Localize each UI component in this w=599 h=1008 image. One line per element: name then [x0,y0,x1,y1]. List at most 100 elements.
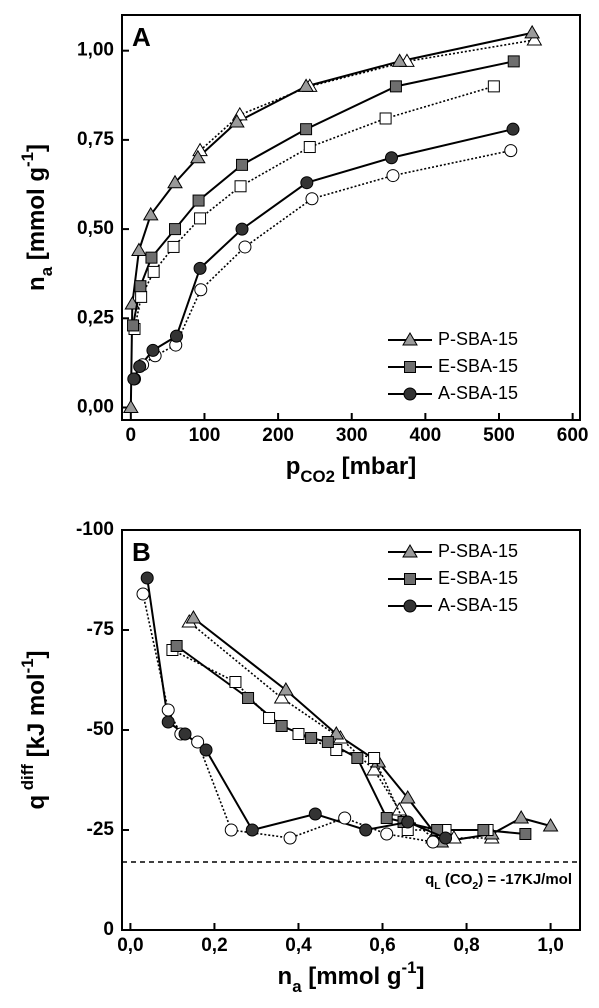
legend-label: E-SBA-15 [438,356,518,376]
series-line-open [133,85,495,330]
marker [235,222,249,236]
marker [135,290,148,303]
series-line-open [188,621,492,839]
x-axis-label-part: p [286,453,301,480]
y-axis-label-part: -1 [18,152,37,167]
marker [192,194,205,207]
series-line [176,645,526,835]
marker [359,823,373,837]
marker [194,283,208,297]
marker [169,329,183,343]
marker [161,715,175,729]
y-tick-label: -50 [87,719,114,740]
marker [308,807,322,821]
marker [193,261,207,275]
y-tick-label: 0,25 [77,307,114,328]
marker [170,640,183,652]
marker [146,343,160,357]
y-tick-label: 0,00 [77,397,114,418]
marker [228,114,245,128]
marker [167,174,183,189]
marker [234,180,247,193]
annotation-part: q [425,871,434,888]
legend-marker [402,332,418,346]
x-axis-label-part: -1 [402,958,417,977]
marker [189,149,206,164]
legend-marker [402,544,418,558]
marker [391,53,408,67]
marker [524,24,541,39]
marker [477,824,490,836]
y-axis-label-part: a [37,266,56,276]
marker [386,169,400,183]
marker [439,831,453,845]
x-axis-label-part: ] [416,963,424,990]
marker [147,265,160,278]
legend-marker [404,573,416,585]
marker [526,31,543,46]
x-tick-label: 0,0 [117,935,143,956]
marker [131,242,147,257]
x-tick-label: 600 [557,425,589,446]
annotation-part: 2 [472,880,478,892]
x-axis-label-part: CO2 [300,467,335,486]
x-axis-label-part: [mmol g [302,963,402,990]
series-line-open [199,39,535,152]
annotation: qL (CO2) = -17KJ/mol [425,871,572,892]
y-tick-label: -75 [87,619,115,640]
marker [305,192,319,206]
marker [351,752,364,764]
marker [399,790,416,804]
marker [236,158,249,171]
y-axis-label-part: [kJ mol [23,673,50,764]
marker [242,692,255,704]
marker [133,359,147,373]
series-line [129,31,533,408]
panel-letter: B [132,537,151,567]
y-axis-label-part: diff [18,764,37,795]
y-tick-label: 0,75 [77,129,114,150]
panel-letter: A [132,22,151,52]
marker [142,206,159,221]
marker [278,682,294,696]
legend-label: P-SBA-15 [438,329,518,349]
y-axis-label-part: -1 [18,658,37,673]
marker [169,223,182,236]
marker [178,727,192,741]
marker [379,112,392,125]
x-tick-label: 400 [410,425,442,446]
marker [401,815,415,829]
marker [292,728,305,740]
marker [145,251,158,264]
marker [504,144,518,158]
y-axis-label: na [mmol g-1] [18,144,56,291]
legend-marker [403,387,417,401]
marker [426,835,440,849]
marker [245,823,259,837]
legend-marker [403,599,417,613]
marker [199,743,213,757]
marker [224,823,238,837]
marker [229,676,242,688]
x-tick-label: 300 [336,425,368,446]
marker [136,587,150,601]
marker [300,123,313,136]
y-tick-label: -25 [87,819,115,840]
x-tick-label: 0,6 [369,935,395,956]
marker [384,151,398,165]
legend-label: P-SBA-15 [438,541,518,561]
marker [321,736,334,748]
series-line [192,617,551,844]
y-axis-label-part: ] [23,650,50,658]
y-tick-label: 0,50 [77,218,114,239]
marker [305,732,318,744]
legend-marker [404,361,416,373]
annotation-part: (CO [441,871,473,888]
marker [487,80,500,93]
x-axis-label: pCO2 [mbar] [286,453,417,486]
marker [507,55,520,68]
marker [380,827,394,841]
x-tick-label: 1,0 [537,935,563,956]
marker [389,80,402,93]
